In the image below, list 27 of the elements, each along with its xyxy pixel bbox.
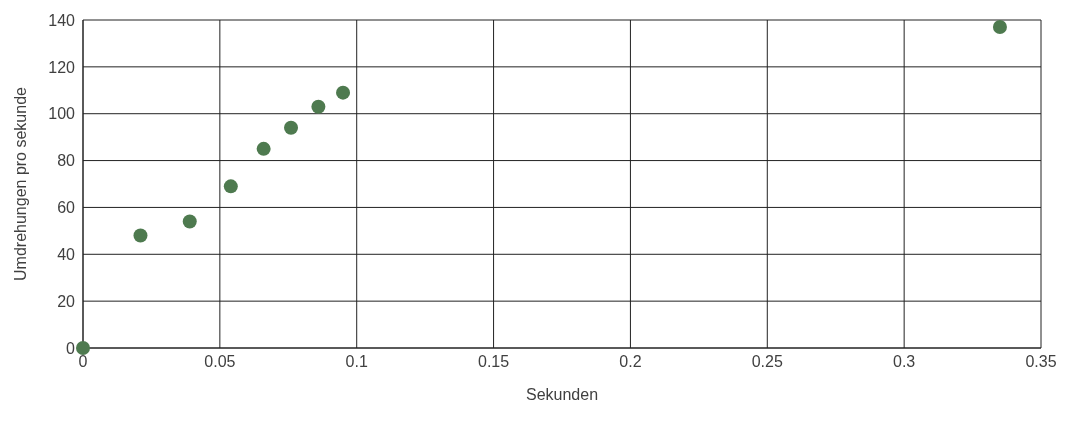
y-axis-title: Umdrehungen pro sekunde <box>11 86 29 281</box>
point <box>336 85 351 100</box>
point <box>311 99 326 114</box>
y-tick-label: 0 <box>66 339 76 357</box>
x-tick-label: 0.1 <box>345 353 368 371</box>
x-tick-label: 0.2 <box>619 353 642 371</box>
y-tick-label: 120 <box>48 58 76 76</box>
point <box>133 228 148 243</box>
y-tick-label: 40 <box>57 245 76 263</box>
point <box>223 179 238 194</box>
y-tick-label: 60 <box>57 199 76 217</box>
y-tick-label: 80 <box>57 152 76 170</box>
point <box>182 214 197 229</box>
x-tick-label: 0.05 <box>204 353 236 371</box>
point <box>284 120 299 135</box>
point <box>256 141 271 156</box>
point <box>992 20 1007 35</box>
y-tick-label: 100 <box>48 105 76 123</box>
point <box>76 341 90 355</box>
x-tick-label: 0.25 <box>751 353 783 371</box>
x-tick-label: 0.35 <box>1025 353 1057 371</box>
x-tick-label: 0 <box>78 353 88 371</box>
x-tick-label: 0.3 <box>893 353 916 371</box>
y-tick-label: 20 <box>57 292 76 310</box>
y-tick-label: 140 <box>48 11 76 29</box>
x-axis-title: Sekunden <box>525 386 599 403</box>
x-tick-label: 0.15 <box>478 353 510 371</box>
